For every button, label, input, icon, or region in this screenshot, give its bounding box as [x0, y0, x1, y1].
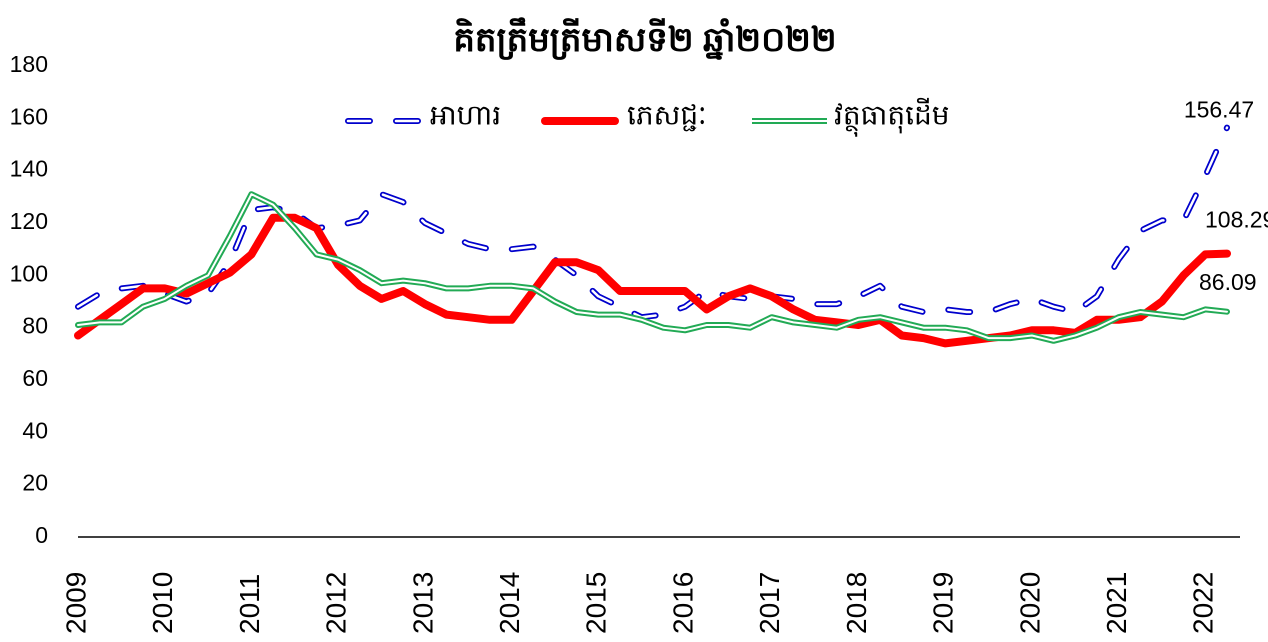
- x-tick-label: 2013: [407, 572, 438, 634]
- data-label: 108.29: [1205, 207, 1268, 233]
- y-tick-label: 20: [22, 470, 48, 496]
- x-tick-label: 2015: [581, 572, 612, 634]
- y-tick-label: 80: [22, 313, 48, 339]
- y-tick-label: 160: [10, 103, 48, 129]
- x-tick-label: 2012: [321, 572, 352, 634]
- y-tick-label: 0: [35, 522, 48, 548]
- x-tick-label: 2011: [234, 574, 265, 634]
- series-line: [74, 213, 1231, 348]
- x-tick-label: 2018: [841, 572, 872, 634]
- x-tick-label: 2009: [60, 572, 91, 634]
- x-tick-label: 2019: [928, 572, 959, 634]
- chart-title: គិតត្រឹមត្រីមាសទី២ ឆ្នាំ២០២២: [453, 17, 836, 60]
- y-tick-label: 60: [22, 365, 48, 391]
- series-line-inner: [76, 126, 1229, 319]
- series-line-inner: [77, 193, 1228, 342]
- y-tick-label: 180: [10, 51, 48, 77]
- x-tick-label: 2020: [1014, 572, 1045, 634]
- x-tick-label: 2010: [147, 572, 178, 634]
- y-tick-label: 120: [10, 208, 48, 234]
- legend-label: ភេសជ្ជៈ: [627, 99, 707, 131]
- legend-label: វត្ថុធាតុដើម: [834, 97, 950, 137]
- x-tick-label: 2017: [754, 572, 785, 634]
- x-tick-label: 2016: [667, 572, 698, 634]
- x-tick-label: 2014: [494, 572, 525, 634]
- y-tick-label: 140: [10, 156, 48, 182]
- data-label: 86.09: [1199, 269, 1257, 295]
- y-tick-label: 100: [10, 260, 48, 286]
- legend-label: អាហារ: [430, 99, 501, 130]
- data-label: 156.47: [1184, 97, 1254, 123]
- x-tick-label: 2021: [1101, 572, 1132, 634]
- x-tick-label: 2022: [1188, 572, 1219, 634]
- y-tick-label: 40: [22, 417, 48, 443]
